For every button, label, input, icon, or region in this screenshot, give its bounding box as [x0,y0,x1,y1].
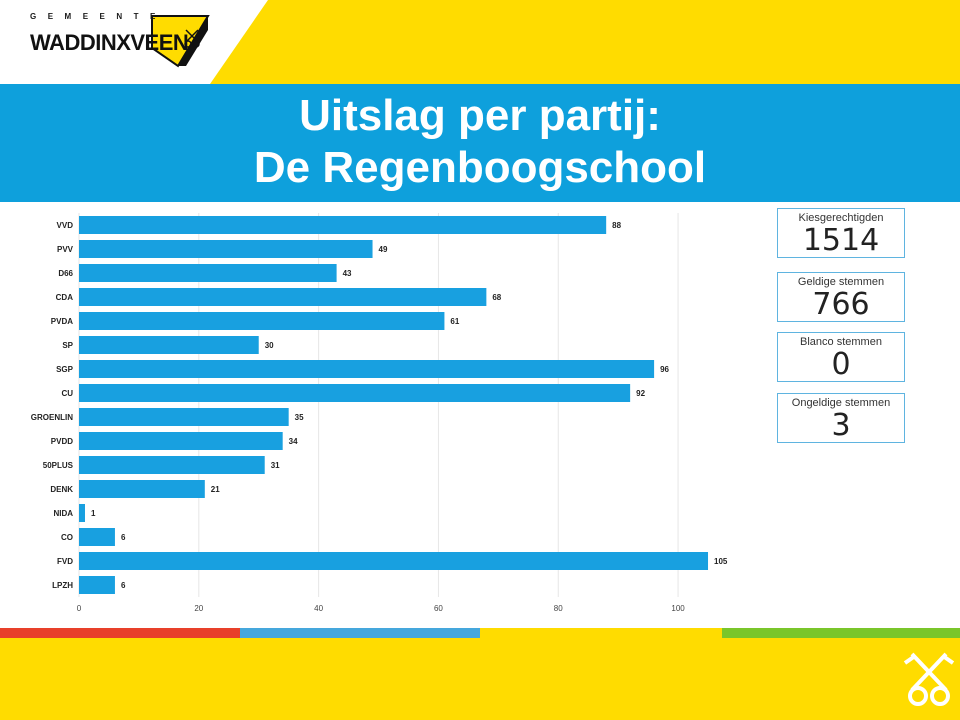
title-line-2: De Regenboogschool [253,143,707,192]
bar [79,576,115,594]
data-label: 6 [121,581,126,590]
x-tick-label: 0 [77,604,82,613]
category-label: VVD [57,221,74,230]
data-label: 61 [450,317,459,326]
bar [79,408,289,426]
x-tick-label: 80 [554,604,563,613]
kpi-label: Blanco stemmen [800,336,882,348]
data-label: 1 [91,509,96,518]
category-label: PVV [57,245,74,254]
x-tick-label: 100 [671,604,685,613]
kpi-label: Kiesgerechtigden [798,212,884,224]
category-label: FVD [57,557,73,566]
bar [79,480,205,498]
kpi-value: 1514 [802,223,880,258]
data-label: 35 [295,413,304,422]
bar [79,288,487,306]
data-label: 96 [660,365,669,374]
kpi-label: Ongeldige stemmen [791,397,891,409]
kpi-value: 0 [831,347,851,382]
logo-subtitle: GEMEENTE [30,12,167,21]
category-label: GROENLIN [31,413,73,422]
category-label: DENK [50,485,73,494]
bar [79,216,607,234]
stripe-blue [240,628,480,638]
category-label: SP [62,341,73,350]
data-label: 68 [492,293,501,302]
data-label: 92 [636,389,645,398]
category-label: LPZH [52,581,73,590]
data-label: 31 [271,461,280,470]
kpi-card-geldige-stemmen: Geldige stemmen 766 [777,272,905,322]
x-tick-label: 60 [434,604,443,613]
category-label: PVDD [51,437,73,446]
keys-icon [184,29,200,48]
bar [79,312,445,330]
data-label: 34 [289,437,298,446]
bar [79,432,283,450]
title-band [0,84,960,202]
stripe-green [722,628,960,638]
bar [79,456,265,474]
data-label: 43 [343,269,352,278]
category-label: D66 [58,269,73,278]
category-label: CDA [56,293,74,302]
x-tick-label: 20 [194,604,203,613]
data-label: 30 [265,341,274,350]
category-label: CU [61,389,73,398]
category-label: PVDA [51,317,73,326]
data-label: 49 [379,245,388,254]
x-tick-label: 40 [314,604,323,613]
data-label: 88 [612,221,621,230]
stripe-yellow [480,628,722,638]
kpi-value: 3 [831,408,851,443]
category-label: 50PLUS [43,461,74,470]
kpi-label: Geldige stemmen [797,276,885,288]
bar [79,336,259,354]
kpi-card-kiesgerechtigden: Kiesgerechtigden 1514 [777,208,905,258]
kpi-value: 766 [812,287,870,322]
bar [79,384,631,402]
bar [79,360,655,378]
top-yellow-shape [210,0,960,84]
kpi-card-blanco-stemmen: Blanco stemmen 0 [777,332,905,382]
bar [79,264,337,282]
bar [79,552,709,570]
logo-emblem-black [178,16,208,66]
keys-emblem-icon [903,652,955,706]
data-label: 21 [211,485,220,494]
data-label: 6 [121,533,126,542]
bottom-yellow-area [0,638,960,720]
bar [79,528,115,546]
title-line-1: Uitslag per partij: [299,91,661,140]
stripe-red [0,628,240,638]
category-label: CO [61,533,73,542]
bar [79,240,373,258]
category-label: SGP [56,365,74,374]
logo-title: WADDINXVEEN [30,30,189,55]
top-decoration [151,0,960,84]
page-title: Uitslag per partij: De Regenboogschool [0,90,960,194]
bottom-decoration [0,628,960,720]
kpi-card-ongeldige-stemmen: Ongeldige stemmen 3 [777,393,905,443]
data-label: 105 [714,557,728,566]
bar [79,504,85,522]
category-label: NIDA [53,509,73,518]
